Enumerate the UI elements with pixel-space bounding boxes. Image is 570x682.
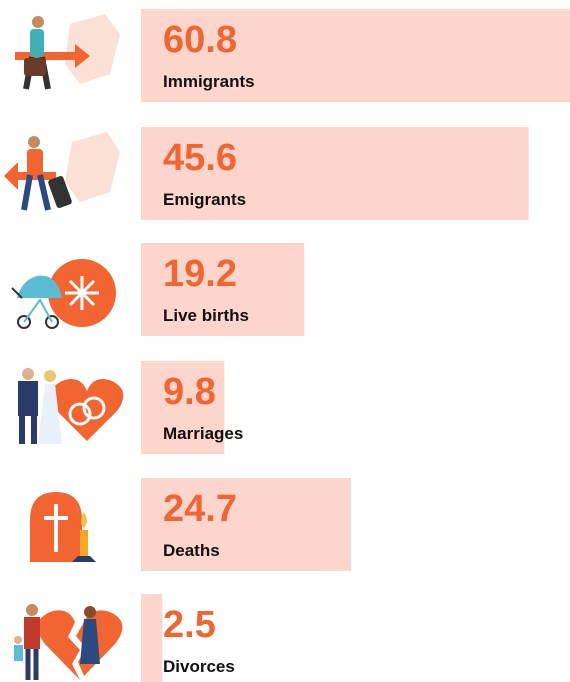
icons: [4, 14, 124, 680]
bar: [141, 478, 351, 571]
category-label: Immigrants: [163, 72, 255, 91]
value-label: 19.2: [163, 253, 237, 295]
category-label: Deaths: [163, 541, 220, 560]
bar: [141, 9, 570, 102]
immigrant-icon: [15, 14, 120, 90]
value-label: 60.8: [163, 19, 237, 61]
category-label: Divorces: [163, 657, 235, 676]
category-label: Marriages: [163, 424, 243, 443]
emigrant-icon: [4, 132, 120, 211]
bar: [141, 127, 529, 220]
marriage-icon: [18, 368, 124, 444]
death-icon: [30, 492, 96, 562]
divorce-icon: [14, 604, 123, 680]
value-label: 45.6: [163, 137, 237, 179]
value-label: 9.8: [163, 371, 216, 413]
birth-icon: [11, 259, 116, 329]
bar: [141, 594, 163, 682]
category-label: Live births: [163, 306, 249, 325]
bar: [141, 361, 225, 454]
bar: [141, 243, 305, 336]
value-label: 24.7: [163, 488, 237, 530]
value-label: 2.5: [163, 604, 216, 646]
category-label: Emigrants: [163, 190, 246, 209]
